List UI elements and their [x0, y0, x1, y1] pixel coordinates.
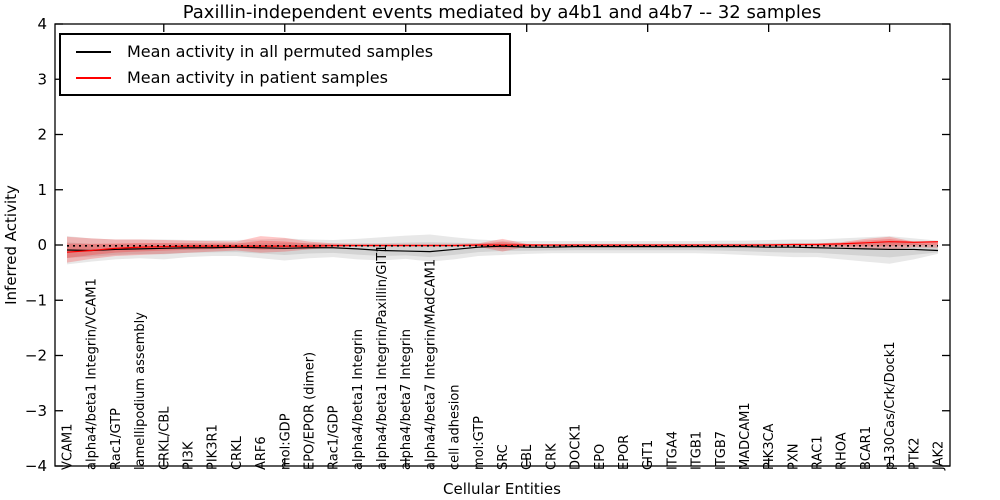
x-tick-label: EPOR — [617, 435, 632, 470]
x-tick-labels: VCAM1 alpha4/beta1 Integrin/VCAM1 Rac1/GTP… — [61, 244, 947, 471]
band-1 — [67, 236, 938, 263]
band-0 — [67, 234, 938, 265]
y-tick-label: −4 — [25, 457, 47, 475]
x-tick-label: RAC1 — [811, 435, 826, 470]
legend-item-patient: Mean activity in patient samples — [76, 68, 509, 87]
plot-frame — [54, 23, 951, 467]
chart-title: Paxillin-independent events mediated by … — [183, 2, 822, 23]
x-tick-label: ITGB7 — [714, 431, 729, 470]
legend: Mean activity in all permuted samples Me… — [59, 33, 511, 96]
x-tick-label: VCAM1 — [61, 424, 76, 470]
x-tick-label: p130Cas/Crk/Dock1 — [883, 341, 898, 470]
x-tick-label: ARF6 — [254, 436, 269, 470]
x-tick-label: GIT1 — [641, 440, 656, 470]
y-tick-label: −3 — [25, 402, 47, 420]
x-tick-label: cell adhesion — [448, 384, 463, 470]
x-tick-label: ITGA4 — [665, 431, 680, 470]
bands-layer — [67, 234, 938, 265]
x-tick-label: CBL — [520, 444, 535, 470]
x-tick-label: PIK3R1 — [206, 424, 221, 470]
legend-label-patient: Mean activity in patient samples — [127, 68, 388, 87]
x-tick-label: CRK — [544, 443, 559, 470]
y-tick-label: 4 — [37, 15, 47, 33]
y-axis-label: Inferred Activity — [2, 185, 20, 305]
y-tick-label: 0 — [37, 236, 47, 254]
legend-line-sample-permuted — [76, 50, 111, 53]
x-tick-label: alpha4/beta1 Integrin/Paxillin/GIT1 — [375, 244, 390, 470]
y-tick-label: 3 — [37, 70, 47, 88]
x-tick-label: alpha4/beta1 Integrin — [351, 329, 366, 470]
x-tick-label: lamellipodium assembly — [133, 312, 148, 470]
y-tick-label: −2 — [25, 347, 47, 365]
x-tick-label: EPO/EPOR (dimer) — [302, 352, 317, 470]
x-tick-label: alpha4/beta1 Integrin/VCAM1 — [85, 278, 100, 470]
legend-item-permuted: Mean activity in all permuted samples — [76, 42, 509, 61]
band-inner-1 — [67, 238, 938, 258]
x-tick-label: Rac1/GTP — [109, 408, 124, 470]
x-tick-label: Rac1/GDP — [327, 405, 342, 470]
lines-layer — [66, 241, 939, 253]
x-tick-label: CRKL/CBL — [157, 406, 172, 470]
x-tick-label: PXN — [786, 444, 801, 470]
y-tick-labels: −4 −3 −2 −1 0 1 2 3 4 — [25, 15, 47, 475]
x-tick-label: SRC — [496, 444, 511, 470]
x-tick-label: ITGB1 — [690, 431, 705, 470]
x-axis-label: Cellular Entities — [443, 480, 561, 498]
x-tick-label: PTK2 — [907, 437, 922, 470]
x-tick-label: RHOA — [835, 432, 850, 470]
y-tick-label: 2 — [37, 126, 47, 144]
legend-label-permuted: Mean activity in all permuted samples — [127, 42, 434, 61]
x-tick-label: PIK3CA — [762, 423, 777, 470]
x-tick-label: JAK2 — [932, 441, 947, 471]
x-tick-label: BCAR1 — [859, 426, 874, 470]
y-tick-label: −1 — [25, 291, 47, 309]
series-line-0 — [66, 245, 939, 253]
y-tick-label: 1 — [37, 181, 47, 199]
legend-line-sample-patient — [76, 76, 111, 79]
x-tick-label: EPO — [593, 444, 608, 470]
x-tick-label: DOCK1 — [569, 424, 584, 470]
x-tick-label: mol:GTP — [472, 416, 487, 470]
x-tick-label: mol:GDP — [278, 413, 293, 470]
x-tick-label: PI3K — [181, 441, 196, 470]
x-tick-label: MADCAM1 — [738, 402, 753, 470]
x-tick-label: CRKL — [230, 435, 245, 470]
x-tick-label: alpha4/beta7 Integrin/MAdCAM1 — [423, 259, 438, 470]
x-tick-label: alpha4/beta7 Integrin — [399, 329, 414, 470]
